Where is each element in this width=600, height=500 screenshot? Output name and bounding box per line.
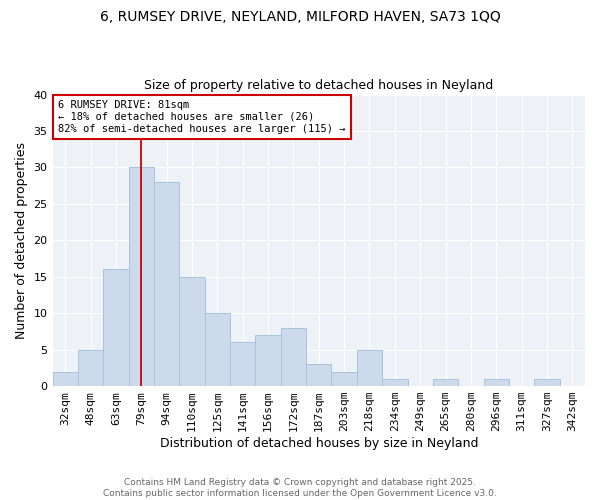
Bar xyxy=(281,328,306,386)
Text: Contains HM Land Registry data © Crown copyright and database right 2025.
Contai: Contains HM Land Registry data © Crown c… xyxy=(103,478,497,498)
Bar xyxy=(103,270,128,386)
Bar xyxy=(78,350,103,386)
Bar xyxy=(484,379,509,386)
Bar xyxy=(306,364,331,386)
Bar xyxy=(534,379,560,386)
Text: 6, RUMSEY DRIVE, NEYLAND, MILFORD HAVEN, SA73 1QQ: 6, RUMSEY DRIVE, NEYLAND, MILFORD HAVEN,… xyxy=(100,10,500,24)
Bar xyxy=(256,335,281,386)
Bar xyxy=(357,350,382,386)
Text: 6 RUMSEY DRIVE: 81sqm
← 18% of detached houses are smaller (26)
82% of semi-deta: 6 RUMSEY DRIVE: 81sqm ← 18% of detached … xyxy=(58,100,346,134)
X-axis label: Distribution of detached houses by size in Neyland: Distribution of detached houses by size … xyxy=(160,437,478,450)
Bar xyxy=(433,379,458,386)
Bar xyxy=(205,313,230,386)
Bar xyxy=(230,342,256,386)
Bar xyxy=(154,182,179,386)
Bar xyxy=(53,372,78,386)
Bar xyxy=(179,277,205,386)
Title: Size of property relative to detached houses in Neyland: Size of property relative to detached ho… xyxy=(144,79,493,92)
Y-axis label: Number of detached properties: Number of detached properties xyxy=(15,142,28,339)
Bar xyxy=(331,372,357,386)
Bar xyxy=(382,379,407,386)
Bar xyxy=(128,168,154,386)
